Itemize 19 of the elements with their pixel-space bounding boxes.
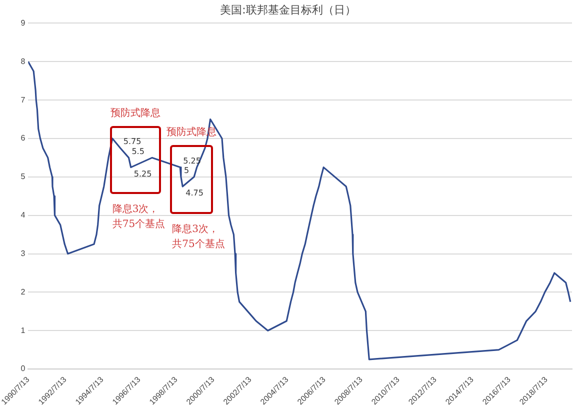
data-label: 4.75 <box>186 188 204 198</box>
y-tick-label: 4 <box>20 210 26 220</box>
data-label: 5 <box>184 166 190 175</box>
y-tick-label: 5 <box>20 172 26 182</box>
data-label: 5.5 <box>132 146 144 156</box>
y-tick-label: 6 <box>20 134 26 143</box>
y-tick-label: 1 <box>20 326 26 335</box>
y-tick-label: 0 <box>20 364 26 374</box>
y-tick-label: 3 <box>20 248 26 258</box>
y-tick-label: 7 <box>20 95 26 104</box>
annotation: 预防式降息 <box>110 106 162 122</box>
chart-title: 美国:联邦基金目标利（日） <box>220 3 356 16</box>
data-label: 5.75 <box>123 137 142 146</box>
annotation: 降息3次，共75个基点 <box>112 204 166 230</box>
annotation: 降息3次，共75个基点 <box>172 222 226 252</box>
y-tick-label: 9 <box>20 18 26 28</box>
y-tick-label: 8 <box>20 56 26 66</box>
data-label: 5.25 <box>134 169 152 178</box>
y-tick-label: 2 <box>20 287 26 296</box>
